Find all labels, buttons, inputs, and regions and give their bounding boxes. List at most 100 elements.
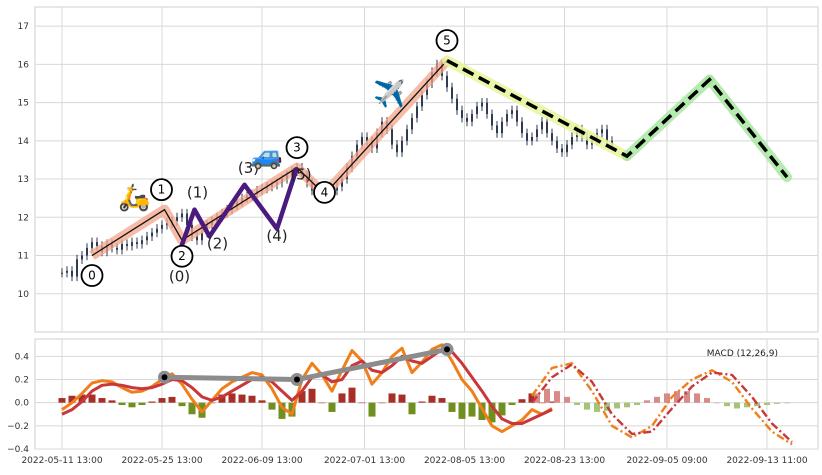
macd-histogram-bar: [128, 402, 136, 408]
x-tick-label: 2022-05-25 13:00: [121, 456, 202, 466]
candle-body: [406, 129, 408, 141]
macd-histogram-bar: [168, 396, 176, 403]
candle-body: [91, 242, 93, 248]
macd-histogram-bar: [298, 391, 306, 403]
candle-body: [501, 121, 503, 134]
candle-body: [526, 133, 528, 141]
candle-body: [391, 129, 393, 145]
forecast-histogram-bar: [714, 402, 720, 404]
candle-body: [586, 137, 588, 145]
macd-histogram-bar: [218, 394, 226, 403]
macd-histogram-bar: [458, 402, 466, 419]
candle-body: [561, 148, 563, 153]
macd-histogram-bar: [148, 401, 156, 403]
macd-y-tick-label: 0.4: [15, 352, 30, 362]
x-tick-label: 2022-09-05 09:00: [626, 456, 707, 466]
candle-body: [606, 129, 608, 141]
candle-body: [196, 236, 198, 241]
wave-point-label: 2: [178, 249, 186, 263]
candle-body: [151, 232, 153, 237]
forecast-histogram-bar: [694, 393, 700, 403]
candle-body: [456, 98, 458, 111]
emoji-marker: ✈️: [373, 78, 405, 110]
candle-body: [541, 121, 543, 130]
macd-histogram-bar: [368, 402, 376, 417]
wave-point-marker: [435, 29, 459, 52]
candle-body: [341, 179, 343, 187]
macd-histogram-bar: [188, 402, 196, 415]
emoji-marker: 🚙: [251, 141, 283, 171]
wave-point-label: 0: [88, 269, 96, 283]
forecast-histogram-bar: [624, 402, 630, 408]
candle-body: [161, 224, 163, 229]
forecast-histogram-bar: [784, 402, 790, 404]
candle-body: [571, 137, 573, 145]
candle-body: [551, 133, 553, 141]
wave-point-marker: [285, 136, 309, 159]
macd-histogram-bar: [438, 398, 446, 403]
candle-body: [566, 144, 568, 153]
forecast-histogram-bar: [774, 402, 780, 404]
macd-histogram-bar: [428, 395, 436, 403]
candle-body: [451, 87, 453, 99]
candle-body: [136, 242, 138, 245]
candle-body: [176, 217, 178, 222]
forecast-histogram-bar: [704, 398, 710, 403]
candle-body: [421, 94, 423, 107]
macd-histogram-bar: [418, 401, 426, 403]
candle-body: [521, 121, 523, 134]
price-y-tick-label: 14: [18, 137, 30, 147]
price-y-tick-label: 12: [18, 213, 29, 223]
candle-body: [511, 110, 513, 115]
forecast-histogram-bar: [744, 402, 750, 408]
forecast-histogram-bar: [654, 396, 660, 403]
price-y-tick-label: 11: [18, 252, 29, 262]
candle-body: [141, 240, 143, 245]
forecast-histogram-bar: [594, 402, 600, 412]
macd-pivot-dot: [444, 346, 450, 353]
forecast-histogram-bar: [724, 402, 730, 407]
sub-wave-label: (2): [207, 234, 228, 252]
macd-histogram-bar: [518, 399, 526, 403]
wave-point-marker: [80, 264, 104, 287]
macd-histogram-bar: [68, 395, 76, 403]
macd-histogram-bar: [448, 402, 456, 412]
forecast-histogram-bar: [734, 402, 740, 409]
wave-point-label: 1: [158, 183, 166, 197]
candle-body: [556, 140, 558, 149]
macd-histogram-bar: [118, 402, 126, 405]
macd-y-tick-label: −0.2: [7, 422, 29, 432]
candle-body: [401, 140, 403, 153]
macd-histogram-bar: [468, 402, 476, 417]
price-y-tick-label: 17: [18, 22, 29, 32]
forecast-histogram-bar: [664, 393, 670, 403]
macd-histogram-bar: [488, 402, 496, 423]
macd-histogram-bar: [98, 398, 106, 403]
macd-histogram-bar: [328, 402, 336, 412]
projection-line: [446, 58, 789, 179]
macd-histogram-bar: [268, 402, 276, 410]
emoji-marker: 🛵: [118, 183, 150, 213]
candle-body: [416, 106, 418, 118]
price-panel: 1011121314151617(0)(1)(2)(3)(4)(5)012345…: [18, 6, 819, 333]
macd-pivot-dot: [294, 376, 300, 383]
macd-histogram-bar: [228, 393, 236, 403]
forecast-histogram-bar: [604, 402, 610, 411]
macd-histogram-bar: [388, 393, 396, 403]
wave-point-label: 5: [443, 34, 451, 48]
macd-histogram-bar: [278, 402, 286, 419]
candle-body: [66, 270, 68, 273]
x-tick-label: 2022-07-01 13:00: [324, 456, 405, 466]
forecast-histogram-bar: [684, 391, 690, 403]
candle-body: [81, 255, 83, 260]
candle-body: [366, 137, 368, 141]
price-y-tick-label: 15: [18, 99, 29, 109]
macd-histogram-bar: [528, 393, 536, 403]
forecast-histogram-bar: [574, 402, 580, 405]
macd-histogram-bar: [318, 402, 326, 404]
macd-histogram-bar: [508, 402, 516, 405]
candle-body: [506, 114, 508, 122]
macd-histogram-bar: [308, 388, 316, 403]
